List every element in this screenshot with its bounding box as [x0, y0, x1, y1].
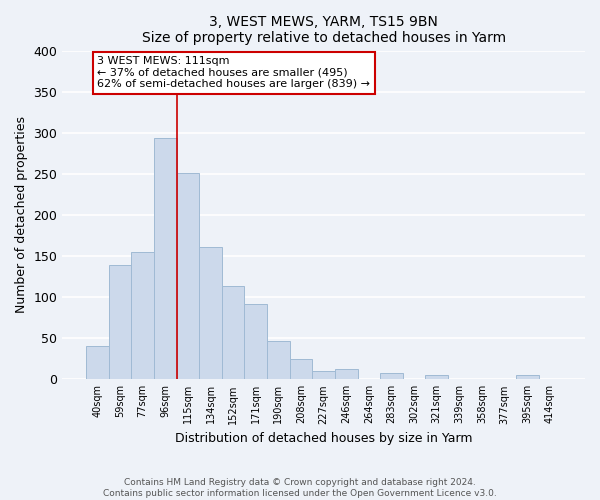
Text: 3 WEST MEWS: 111sqm
← 37% of detached houses are smaller (495)
62% of semi-detac: 3 WEST MEWS: 111sqm ← 37% of detached ho… [97, 56, 370, 90]
Title: 3, WEST MEWS, YARM, TS15 9BN
Size of property relative to detached houses in Yar: 3, WEST MEWS, YARM, TS15 9BN Size of pro… [142, 15, 506, 45]
X-axis label: Distribution of detached houses by size in Yarm: Distribution of detached houses by size … [175, 432, 472, 445]
Bar [199, 247, 222, 380]
Y-axis label: Number of detached properties: Number of detached properties [15, 116, 28, 314]
Bar [313, 371, 335, 380]
Bar [176, 173, 199, 380]
Text: Contains HM Land Registry data © Crown copyright and database right 2024.
Contai: Contains HM Land Registry data © Crown c… [103, 478, 497, 498]
Bar [425, 375, 448, 380]
Bar [335, 368, 358, 380]
Bar [244, 304, 267, 380]
Bar [131, 252, 154, 380]
Bar [267, 342, 290, 380]
Bar [109, 265, 131, 380]
Bar [290, 359, 313, 380]
Bar [516, 375, 539, 380]
Bar [380, 372, 403, 380]
Bar [154, 138, 176, 380]
Bar [86, 346, 109, 380]
Bar [222, 286, 244, 380]
